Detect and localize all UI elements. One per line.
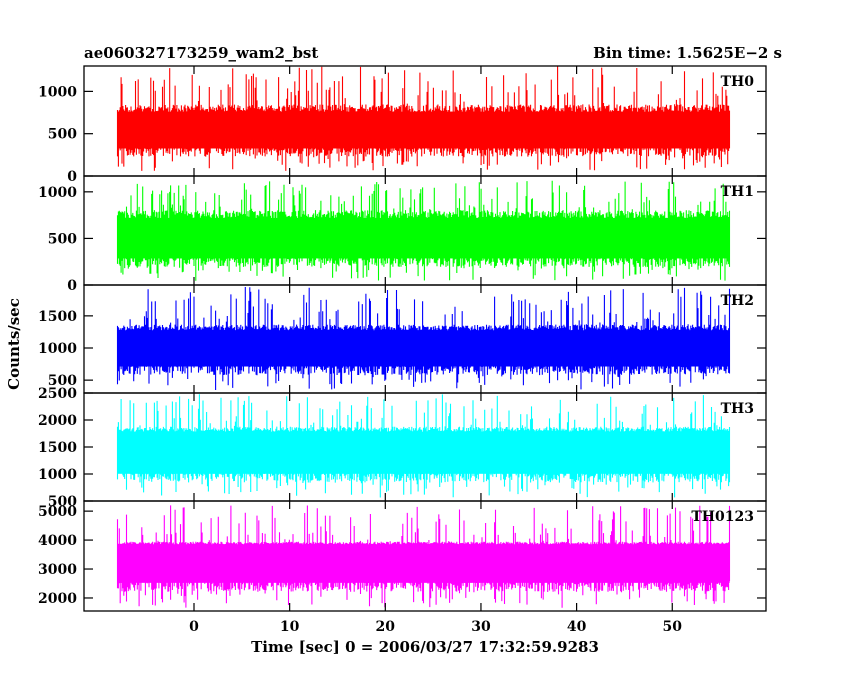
x-tick-label: 20 — [376, 619, 396, 635]
panel-label-th3: TH3 — [721, 401, 754, 417]
panel-label-th1: TH1 — [721, 184, 754, 200]
y-tick-label: 1000 — [38, 467, 77, 483]
panel-label-th0: TH0 — [721, 74, 755, 90]
y-tick-label: 1500 — [38, 440, 77, 456]
x-tick-label: 0 — [189, 619, 199, 635]
bin-time-label: Bin time: 1.5625E−2 s — [593, 44, 782, 62]
x-tick-label: 30 — [471, 619, 491, 635]
y-tick-label: 1000 — [38, 341, 77, 357]
x-axis-label: Time [sec] 0 = 2006/03/27 17:32:59.9283 — [251, 638, 599, 656]
y-tick-label: 500 — [48, 494, 77, 510]
panel-label-th0123: TH0123 — [691, 509, 754, 525]
x-tick-label: 10 — [280, 619, 300, 635]
y-tick-label: 0 — [67, 169, 77, 185]
series-core-th0123 — [117, 546, 730, 583]
x-tick-label: 50 — [663, 619, 683, 635]
x-tick-label: 40 — [567, 619, 587, 635]
panel-th1: 0 500 1000 TH1 — [38, 175, 767, 294]
y-tick-label: 2500 — [38, 386, 77, 402]
chart-title: ae060327173259_wam2_bst — [84, 44, 319, 62]
y-tick-label: 500 — [48, 373, 77, 389]
series-core-th0 — [117, 111, 730, 149]
panel-th0123: 2000 3000 4000 5000 TH0123 — [38, 500, 767, 612]
series-core-th3 — [117, 432, 730, 474]
panel-th0: 0 500 1000 TH0 — [38, 65, 767, 185]
y-tick-label: 500 — [48, 127, 77, 143]
y-tick-label: 5000 — [38, 504, 77, 520]
y-tick-label: 2000 — [38, 591, 77, 607]
y-tick-label: 1000 — [38, 185, 77, 201]
panel-th2: 500 1000 1500 TH2 — [38, 284, 767, 394]
series-core-th1 — [117, 217, 730, 259]
y-tick-label: 1000 — [38, 84, 77, 100]
panel-frame — [83, 500, 767, 612]
panel-th3: 500 1000 1500 2000 2500 TH3 — [38, 386, 767, 510]
y-axis-label: Counts/sec — [5, 298, 23, 390]
panel-label-th2: TH2 — [721, 293, 754, 309]
y-tick-label: 2000 — [38, 413, 77, 429]
y-tick-label: 3000 — [38, 562, 77, 578]
y-tick-label: 4000 — [38, 533, 77, 549]
series-core-th2 — [117, 330, 730, 367]
y-tick-label: 0 — [67, 278, 77, 294]
y-tick-label: 500 — [48, 231, 77, 247]
y-tick-label: 1500 — [38, 309, 77, 325]
